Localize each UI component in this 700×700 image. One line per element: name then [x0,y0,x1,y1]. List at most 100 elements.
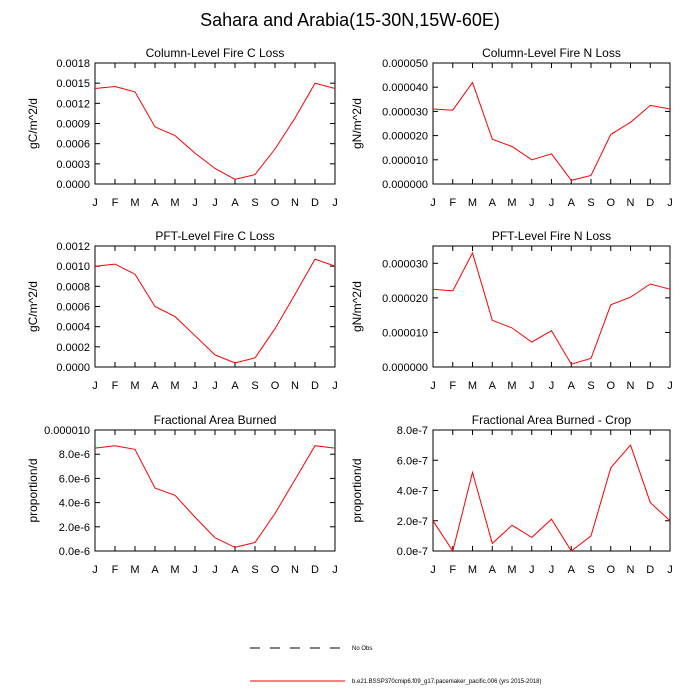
y-tick-label: 0.000010 [44,425,90,437]
series-line-model [432,444,671,553]
x-tick-label: S [587,197,594,209]
series-line-model [94,258,336,364]
y-tick-label: 0.0006 [56,302,90,314]
plot-frame [94,429,336,552]
panel-title: PFT-Level Fire C Loss [155,229,274,243]
x-tick-label: M [468,564,477,576]
y-tick-label: 0.0000 [56,362,90,374]
panel-title: Column-Level Fire C Loss [146,46,285,60]
y-tick-label: 0.000020 [382,293,428,305]
y-tick-label: 0.000050 [382,58,428,70]
y-tick-label: 0.000010 [382,327,428,339]
y-tick-label: 0.000040 [382,82,428,94]
x-tick-label: N [291,380,299,392]
y-tick-label: 0.0009 [56,119,90,131]
y-axis-label: gN/m^2/d [350,281,364,332]
x-tick-label: J [92,380,98,392]
series-line-model [432,251,671,365]
x-tick-label: M [468,197,477,209]
x-tick-label: S [251,564,258,576]
x-tick-label: O [271,564,280,576]
x-tick-label: S [587,564,594,576]
x-tick-label: D [311,197,319,209]
x-tick-label: J [212,380,218,392]
y-tick-label: 0.000020 [382,131,428,143]
y-tick-label: 0.0000 [56,179,90,191]
x-tick-label: D [311,564,319,576]
x-tick-label: J [529,380,535,392]
x-tick-label: N [627,380,635,392]
y-tick-label: 2.0e-7 [397,516,428,528]
x-tick-label: M [130,380,139,392]
y-tick-label: 8.0e-6 [59,449,90,461]
x-tick-label: A [151,380,159,392]
x-tick-label: J [667,564,673,576]
x-tick-label: N [291,564,299,576]
y-tick-label: 0.0004 [56,322,90,334]
y-tick-label: 0.0015 [56,78,90,90]
plot-frame [94,245,336,368]
x-tick-label: M [130,197,139,209]
plot-frame [94,62,336,185]
y-tick-label: 0.000000 [382,179,428,191]
y-tick-label: 8.0e-7 [397,425,428,437]
y-tick-label: 0.000000 [382,362,428,374]
panel-title: Fractional Area Burned - Crop [472,413,632,427]
x-tick-label: O [271,197,280,209]
x-tick-label: O [606,380,615,392]
x-tick-label: N [627,564,635,576]
y-tick-label: 0.000030 [382,258,428,270]
figure-title: Sahara and Arabia(15-30N,15W-60E) [200,10,500,30]
y-tick-label: 0.000030 [382,106,428,118]
x-tick-label: F [449,380,456,392]
plot-frame [432,429,671,552]
x-tick-label: J [667,380,673,392]
x-tick-label: A [568,380,576,392]
x-tick-label: D [646,380,654,392]
y-tick-label: 2.0e-6 [59,522,90,534]
x-tick-label: J [192,380,198,392]
y-tick-label: 0.0008 [56,281,90,293]
x-tick-label: A [568,564,576,576]
panel-title: Fractional Area Burned [154,413,277,427]
y-axis-label: gN/m^2/d [350,98,364,149]
x-tick-label: F [449,197,456,209]
x-tick-label: O [271,380,280,392]
x-tick-label: M [170,380,179,392]
plot-frame [432,62,671,185]
legend-label-obs: No Obs [352,646,372,652]
x-tick-label: A [231,380,239,392]
panel-title: Column-Level Fire N Loss [482,46,621,60]
x-tick-label: D [646,564,654,576]
y-tick-label: 0.0006 [56,139,90,151]
x-tick-label: M [130,564,139,576]
x-tick-label: J [332,564,338,576]
x-tick-label: A [231,564,239,576]
x-tick-label: M [507,197,516,209]
x-tick-label: J [529,197,535,209]
x-tick-label: A [151,197,159,209]
x-tick-label: J [92,197,98,209]
x-tick-label: J [212,564,218,576]
x-tick-label: O [606,197,615,209]
y-tick-label: 0.0012 [56,241,90,253]
x-tick-label: S [251,380,258,392]
y-tick-label: 6.0e-7 [397,455,428,467]
x-tick-label: M [507,564,516,576]
x-tick-label: J [332,197,338,209]
x-tick-label: O [606,564,615,576]
x-tick-label: J [549,564,555,576]
x-tick-label: J [549,380,555,392]
x-tick-label: M [468,380,477,392]
x-tick-label: J [332,380,338,392]
y-tick-label: 0.0010 [56,261,90,273]
x-tick-label: M [507,380,516,392]
x-tick-label: A [231,197,239,209]
x-tick-label: S [251,197,258,209]
x-tick-label: N [627,197,635,209]
y-tick-label: 4.0e-7 [397,486,428,498]
x-tick-label: J [529,564,535,576]
y-tick-label: 0.0e-7 [397,546,428,558]
x-tick-label: J [192,564,198,576]
